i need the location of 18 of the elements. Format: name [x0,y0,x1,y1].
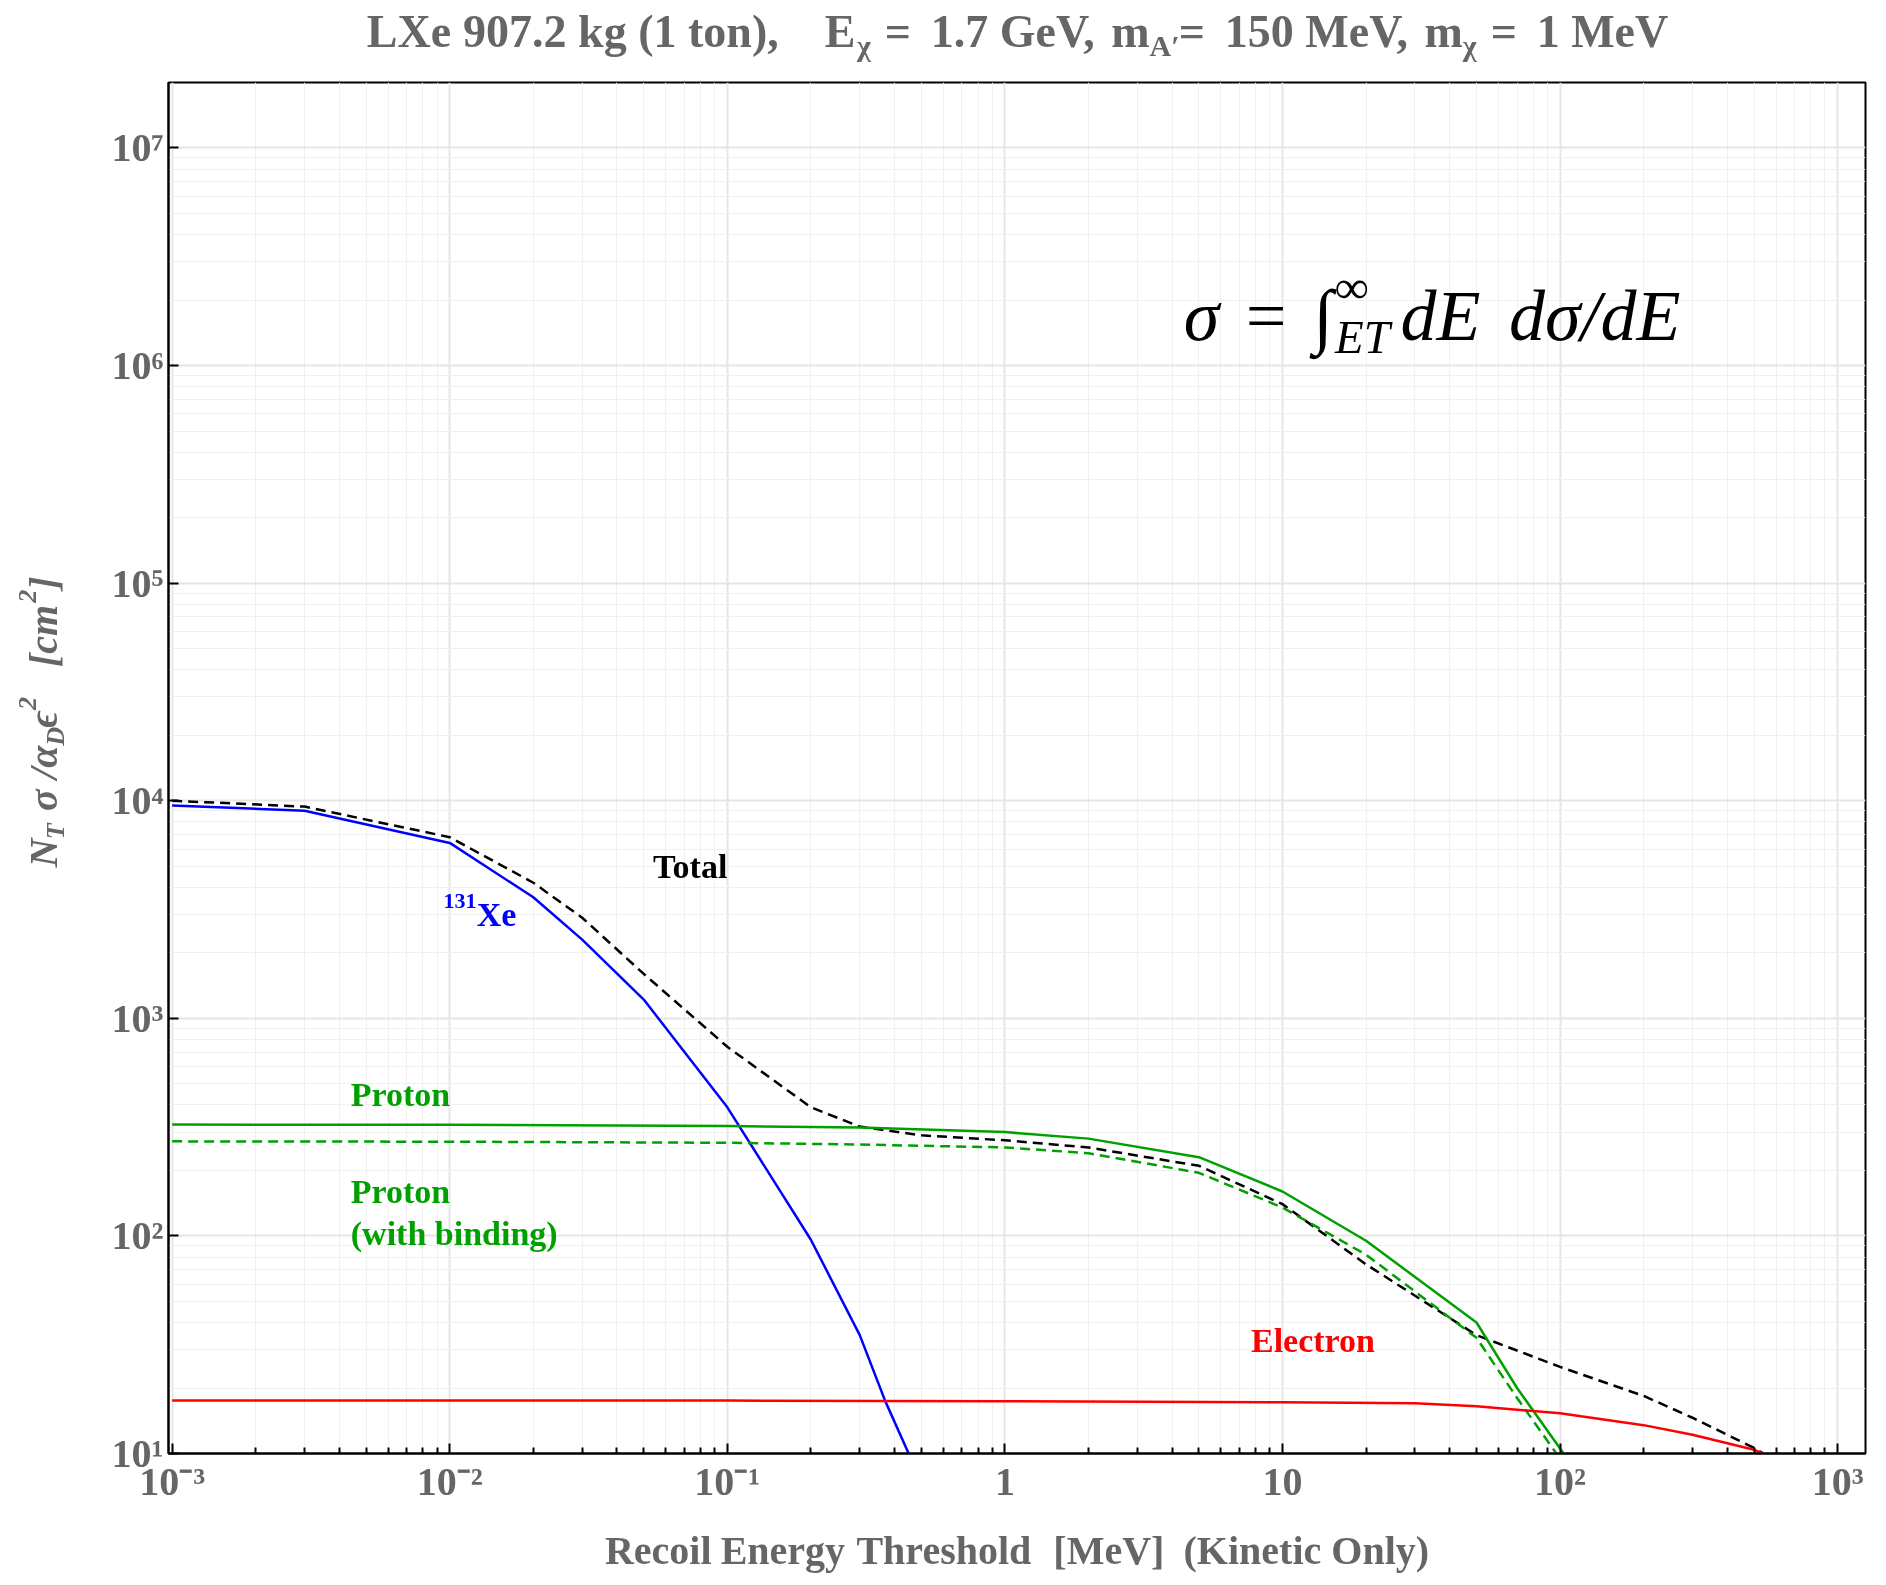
x-tick-label: 10³ [1811,1458,1864,1504]
series-label: Proton (with binding) [350,1173,558,1253]
x-tick-label: 10⁻² [416,1458,483,1504]
text: Total [653,847,728,885]
y-tick-label: 10⁵ [111,560,164,606]
text: NT σ /αDϵ2 [cm2] [13,576,70,868]
y-tick-label: 10² [111,1213,164,1259]
series-label: Electron [1250,1322,1376,1360]
x-tick-label: 1 [994,1458,1015,1504]
y-tick-label: 10⁴ [111,778,164,824]
y-tick-label: 10⁷ [111,125,164,171]
x-tick-label: 10² [1534,1458,1587,1504]
y-tick-label: 10⁶ [111,343,164,389]
x-axis-title: Recoil Energy Threshold [MeV] (Kinetic Only) [604,1528,1430,1573]
y-tick-label: 10³ [111,995,164,1041]
x-tick-label: 10⁻¹ [694,1458,761,1504]
x-tick-label: 10 [1262,1458,1303,1504]
series-label: Proton [350,1076,451,1114]
